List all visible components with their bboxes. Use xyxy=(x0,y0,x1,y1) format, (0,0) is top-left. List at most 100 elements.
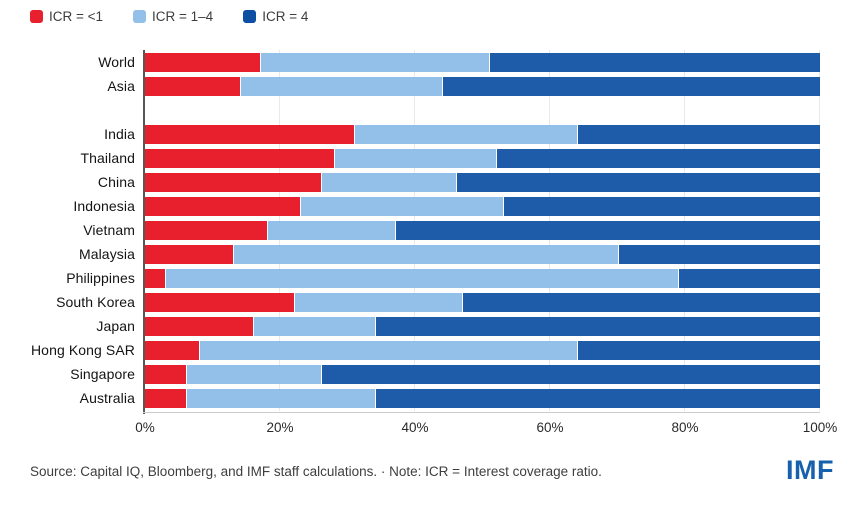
source-note: Source: Capital IQ, Bloomberg, and IMF s… xyxy=(30,464,602,479)
bar-track xyxy=(145,220,820,240)
bar-segment-series-1 xyxy=(253,316,375,336)
legend-swatch-icon xyxy=(30,10,43,23)
legend-label: ICR = 4 xyxy=(262,9,309,24)
x-tick-label: 60% xyxy=(536,420,564,435)
chart-row: World xyxy=(0,50,820,74)
bar-track xyxy=(145,124,820,144)
bar-track xyxy=(145,388,820,408)
bar-segment-series-2 xyxy=(502,196,820,216)
bar-segment-series-0 xyxy=(145,52,260,72)
x-tick-label: 0% xyxy=(135,420,155,435)
x-axis-line xyxy=(143,412,820,413)
bar-track xyxy=(145,364,820,384)
bar-segment-series-1 xyxy=(259,52,490,72)
legend: ICR = <1 ICR = 1–4 ICR = 4 xyxy=(30,9,308,24)
chart-row: Malaysia xyxy=(0,242,820,266)
row-label: Asia xyxy=(107,78,135,94)
chart-row: Singapore xyxy=(0,362,820,386)
legend-item-2: ICR = 4 xyxy=(243,9,308,24)
bar-segment-series-2 xyxy=(374,316,820,336)
bar-track xyxy=(145,172,820,192)
bar-track xyxy=(145,268,820,288)
bar-segment-series-2 xyxy=(489,52,820,72)
bar-segment-series-1 xyxy=(320,172,456,192)
row-label: South Korea xyxy=(56,294,135,310)
row-label: India xyxy=(104,126,135,142)
chart-row: Thailand xyxy=(0,146,820,170)
row-label: Indonesia xyxy=(73,198,135,214)
chart-row: Indonesia xyxy=(0,194,820,218)
bar-segment-series-2 xyxy=(320,364,820,384)
bar-segment-series-0 xyxy=(145,148,334,168)
chart-row: Asia xyxy=(0,74,820,98)
x-tick-label: 20% xyxy=(266,420,294,435)
legend-item-0: ICR = <1 xyxy=(30,9,103,24)
bar-segment-series-1 xyxy=(300,196,503,216)
bar-segment-series-1 xyxy=(354,124,577,144)
bar-segment-series-1 xyxy=(239,76,442,96)
bar-segment-series-0 xyxy=(145,124,355,144)
bar-segment-series-2 xyxy=(374,388,820,408)
chart-row: Vietnam xyxy=(0,218,820,242)
bar-segment-series-0 xyxy=(145,76,240,96)
legend-swatch-icon xyxy=(133,10,147,23)
row-label: China xyxy=(97,174,135,190)
bar-segment-series-0 xyxy=(145,220,267,240)
bar-track xyxy=(145,340,820,360)
bar-track xyxy=(145,196,820,216)
chart-row: Japan xyxy=(0,314,820,338)
bar-segment-series-1 xyxy=(185,388,375,408)
bar-segment-series-0 xyxy=(145,364,186,384)
bar-segment-series-2 xyxy=(496,148,820,168)
chart-row: South Korea xyxy=(0,290,820,314)
y-axis-line xyxy=(143,50,145,414)
bar-segment-series-2 xyxy=(394,220,820,240)
bar-segment-series-0 xyxy=(145,340,199,360)
bar-track xyxy=(145,52,820,72)
bar-segment-series-1 xyxy=(266,220,395,240)
bar-segment-series-2 xyxy=(617,244,820,264)
legend-swatch-icon xyxy=(243,10,257,23)
chart-row: India xyxy=(0,122,820,146)
bar-segment-series-1 xyxy=(199,340,577,360)
x-tick-label: 100% xyxy=(802,420,838,435)
row-label: Japan xyxy=(96,318,135,334)
bar-segment-series-0 xyxy=(145,316,253,336)
legend-item-1: ICR = 1–4 xyxy=(133,9,213,24)
bar-segment-series-2 xyxy=(462,292,820,312)
bar-segment-series-2 xyxy=(678,268,820,288)
bar-track xyxy=(145,316,820,336)
bar-segment-series-0 xyxy=(145,196,301,216)
chart-row: Hong Kong SAR xyxy=(0,338,820,362)
chart-row: Philippines xyxy=(0,266,820,290)
bar-segment-series-0 xyxy=(145,388,186,408)
bar-segment-series-2 xyxy=(577,340,820,360)
bar-track xyxy=(145,148,820,168)
row-label: Singapore xyxy=(70,366,135,382)
chart-rows: World Asia India Thailand China Indonesia Viet… xyxy=(0,50,820,410)
bar-segment-series-2 xyxy=(455,172,820,192)
bar-segment-series-2 xyxy=(442,76,820,96)
bar-segment-series-1 xyxy=(293,292,463,312)
bar-segment-series-1 xyxy=(185,364,321,384)
bar-segment-series-1 xyxy=(232,244,618,264)
row-label: World xyxy=(98,54,135,70)
legend-label: ICR = 1–4 xyxy=(152,9,214,24)
row-label: Australia xyxy=(79,390,135,406)
x-tick-label: 80% xyxy=(671,420,699,435)
bar-track xyxy=(145,76,820,96)
bar-segment-series-2 xyxy=(577,124,820,144)
bar-segment-series-0 xyxy=(145,268,166,288)
bar-track xyxy=(145,292,820,312)
bar-segment-series-0 xyxy=(145,172,321,192)
row-label: Thailand xyxy=(80,150,135,166)
bar-track xyxy=(145,244,820,264)
bar-segment-series-1 xyxy=(334,148,496,168)
legend-label: ICR = <1 xyxy=(49,9,104,24)
row-label: Vietnam xyxy=(83,222,135,238)
imf-logo: IMF xyxy=(786,455,834,485)
bar-segment-series-1 xyxy=(165,268,679,288)
row-group-spacer xyxy=(0,98,820,122)
chart-row: China xyxy=(0,170,820,194)
